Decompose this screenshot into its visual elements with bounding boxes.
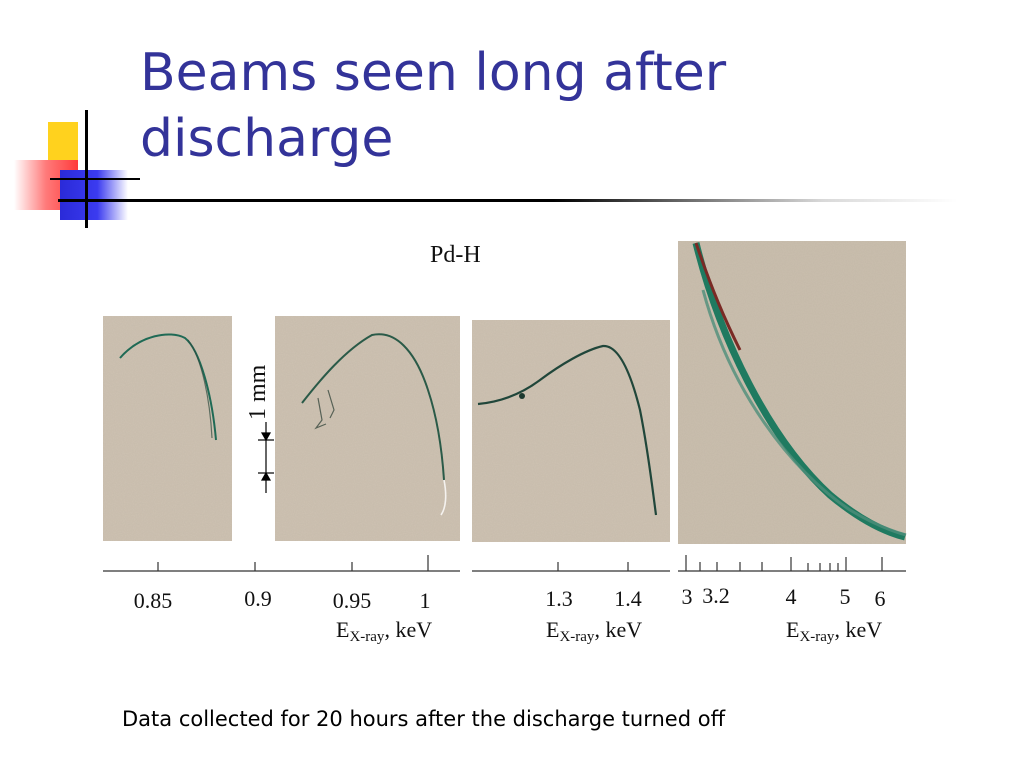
tick-label: 0.95 [333,588,372,613]
beam-trace-4b [701,289,907,537]
slide-caption: Data collected for 20 hours after the di… [122,707,726,731]
film-photo-4 [678,241,906,544]
title-underline [58,199,958,202]
film-photo-1 [103,316,232,541]
axis-label-3: EX-ray, keV [786,617,882,645]
slide-title: Beams seen long after discharge [140,43,727,169]
film-photo-3 [472,320,670,542]
axis-label-1: EX-ray, keV [336,617,432,645]
tick-label: 5 [840,584,851,609]
scale-bar-label: 1 mm [245,364,271,420]
sample-label: Pd-H [430,242,481,268]
tick-label: 6 [875,586,886,611]
tick-label: 3.2 [702,583,730,608]
beam-trace-2 [301,333,445,481]
tick-label: 0.9 [244,586,272,611]
beam-trace-2-tail [440,479,447,516]
decor-vertical-line [85,110,88,228]
beam-trace-1 [119,333,217,441]
axis-label-2: EX-ray, keV [546,617,642,645]
tick-label: 3 [682,584,693,609]
beam-trace-4a-core [694,242,742,351]
film-photo-2 [275,316,460,541]
tick-label: 1.4 [614,586,642,611]
beam-trace-4a [692,242,906,541]
tick-label: 4 [786,584,797,609]
beam-trace-2-noise [314,389,335,430]
beam-spot-3 [519,393,525,399]
beam-trace-3 [477,344,658,516]
scale-bar [258,422,274,493]
tick-label: 1.3 [545,586,573,611]
decor-horizontal-line [50,178,140,180]
tick-label: 0.85 [134,588,173,613]
tick-label: 1 [420,588,431,613]
beam-trace-1b [187,339,213,439]
